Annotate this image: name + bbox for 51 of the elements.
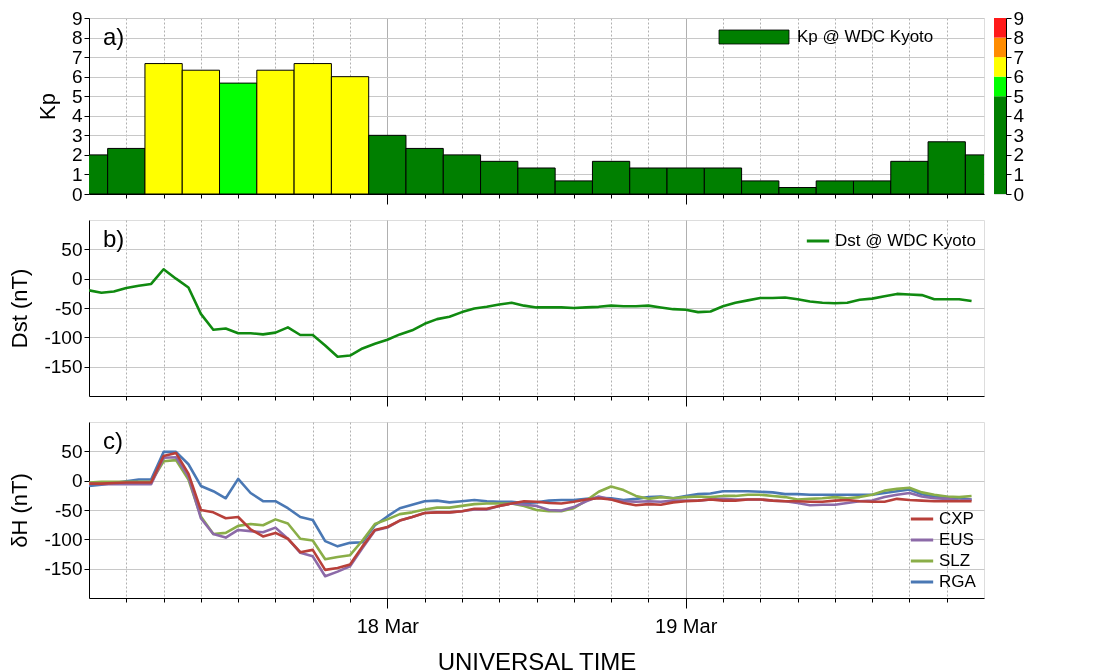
y-tick-label: 8 (71, 27, 83, 49)
bar (994, 57, 1006, 77)
y-tick-label: 2 (71, 144, 83, 166)
y-tick-label: 2 (1013, 144, 1025, 166)
y-tick-label: -50 (55, 297, 83, 319)
legend-label: Dst @ WDC Kyoto (835, 231, 976, 250)
y-tick-label: 0 (1013, 183, 1025, 205)
bar (994, 76, 1006, 97)
y-tick-label: -100 (44, 528, 83, 550)
y-tick-label: 1 (1013, 163, 1025, 185)
y-tick-label: 3 (71, 124, 83, 146)
y-tick-label: 7 (1013, 46, 1025, 68)
y-tick-label: -100 (44, 326, 83, 348)
y-tick-label: 9 (71, 7, 83, 29)
y-tick-label: 3 (1013, 124, 1025, 146)
y-axis-title: Kp (34, 93, 60, 120)
bar (994, 96, 1006, 194)
y-tick-label: 0 (71, 268, 83, 290)
y-tick-label: 6 (1013, 66, 1025, 88)
y-tick-label: 6 (71, 66, 83, 88)
y-tick-label: 9 (1013, 7, 1025, 29)
y-tick-label: 50 (61, 440, 83, 462)
y-tick-label: 0 (71, 183, 83, 205)
line-series (89, 267, 973, 358)
y-axis-title: Dst (nT) (7, 268, 33, 349)
y-tick-label: -50 (55, 499, 83, 521)
y-tick-label: 7 (71, 46, 83, 68)
legend-label: RGA (939, 572, 977, 591)
bar (994, 18, 1006, 38)
legend-label: SLZ (939, 551, 971, 570)
y-tick-label: 5 (1013, 85, 1025, 107)
y-tick-label: 8 (1013, 27, 1025, 49)
y-tick-label: -150 (44, 356, 83, 378)
y-tick-label: 0 (71, 470, 83, 492)
x-tick-label: 18 Mar (356, 614, 420, 637)
y-tick-label: 50 (61, 238, 83, 260)
legend-label: CXP (939, 509, 974, 528)
annotation: b) (103, 225, 125, 252)
legend-label: EUS (939, 530, 974, 549)
y-axis-title: δH (nT) (7, 473, 33, 548)
y-tick-label: 4 (71, 105, 83, 127)
annotation: c) (103, 427, 123, 454)
x-tick-label: 19 Mar (655, 614, 718, 637)
y-tick-label: 4 (1013, 105, 1025, 127)
y-tick-label: -150 (44, 558, 83, 580)
bar (994, 37, 1006, 58)
x-axis-title: UNIVERSAL TIME (437, 647, 637, 671)
legend-label: Kp @ WDC Kyoto (797, 27, 934, 46)
y-tick-label: 1 (71, 163, 83, 185)
y-tick-label: 5 (71, 85, 83, 107)
annotation: a) (103, 23, 125, 50)
